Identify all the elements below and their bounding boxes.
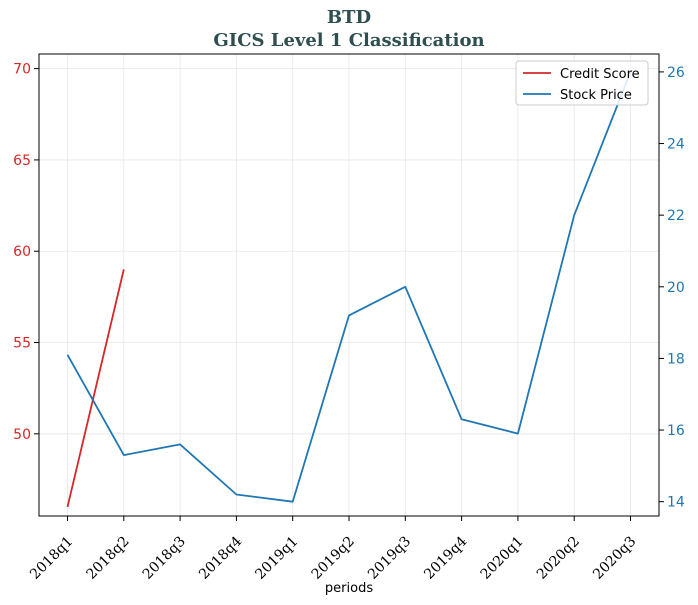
x-tick-label: 2020q3 [590, 534, 639, 583]
series-line-credit-score [66, 269, 125, 508]
right-axis: 14 16 18 20 22 24 26 [659, 65, 685, 511]
left-tick-label: 55 [13, 336, 31, 352]
right-tick-label: 20 [667, 280, 685, 296]
series-line-stock-price [66, 71, 632, 503]
x-tick-label: 2018q1 [27, 534, 76, 583]
x-tick-label: 2020q1 [478, 534, 527, 583]
x-tick-label: 2018q2 [83, 534, 132, 583]
chart-subtitle: GICS Level 1 Classification [213, 30, 484, 51]
x-axis: 2018q1 2018q2 2018q3 2018q4 2019q1 2019q2 2019… [27, 516, 639, 583]
x-tick-label: 2018q3 [140, 534, 189, 583]
legend: Credit Score Stock Price [515, 60, 649, 106]
right-tick-label: 16 [667, 423, 685, 439]
right-tick-label: 26 [667, 65, 685, 81]
legend-label-credit-score: Credit Score [560, 67, 640, 82]
left-axis: 50 55 60 65 70 [13, 62, 39, 443]
x-tick-label: 2019q2 [309, 534, 358, 583]
x-tick-label: 2019q3 [365, 534, 414, 583]
series-lines [66, 71, 632, 508]
right-tick-label: 14 [667, 495, 685, 511]
right-tick-label: 24 [667, 137, 685, 153]
right-tick-label: 18 [667, 351, 685, 367]
x-tick-label: 2019q1 [252, 534, 301, 583]
x-tick-label: 2019q4 [421, 533, 470, 582]
left-tick-label: 65 [13, 153, 31, 169]
legend-label-stock-price: Stock Price [560, 88, 632, 103]
left-tick-label: 70 [13, 62, 31, 78]
x-axis-label: periods [325, 581, 373, 596]
x-tick-label: 2020q2 [534, 534, 583, 583]
right-tick-label: 22 [667, 208, 685, 224]
x-tick-label: 2018q4 [196, 533, 245, 582]
chart-title: BTD [327, 7, 371, 28]
left-tick-label: 50 [13, 427, 31, 443]
left-tick-label: 60 [13, 244, 31, 260]
gridlines [39, 54, 659, 516]
